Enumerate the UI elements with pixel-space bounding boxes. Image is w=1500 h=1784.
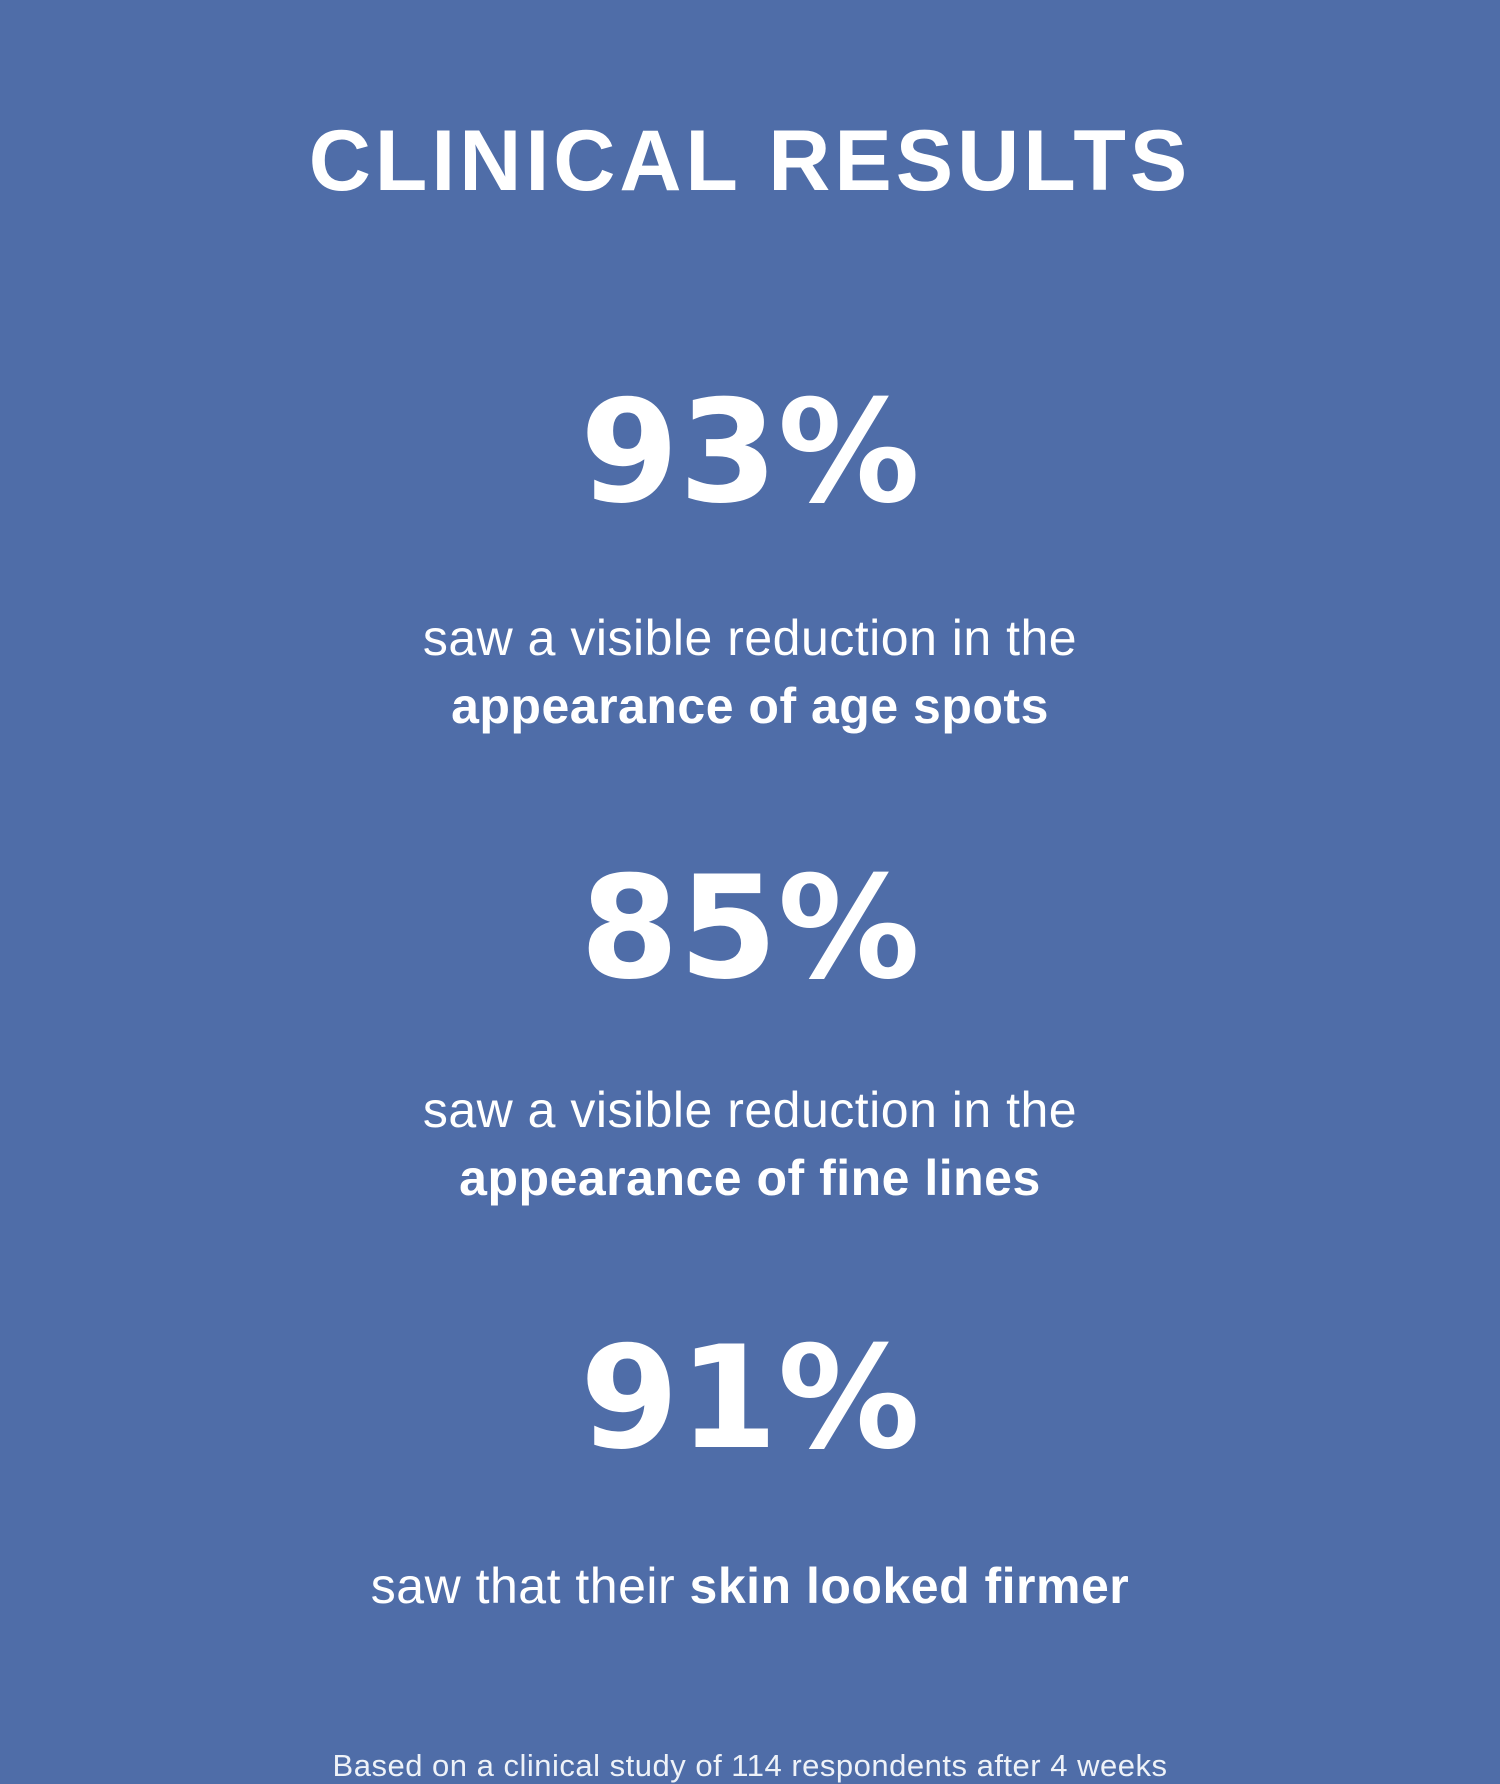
stat-value-fine-lines: 85% <box>580 845 920 1011</box>
stat-block-fine-lines: 85% saw a visible reduction in the appea… <box>423 845 1077 1212</box>
stat-desc-line2-bold: appearance of age spots <box>451 677 1049 734</box>
stat-value-age-spots: 93% <box>580 369 920 535</box>
stat-value-firmer-skin: 91% <box>580 1315 920 1481</box>
stat-desc-line1: saw a visible reduction in the <box>422 609 1078 666</box>
stat-block-firmer-skin: 91% saw that their skin looked firmer <box>371 1315 1129 1620</box>
stat-description-firmer-skin: saw that their skin looked firmer <box>371 1552 1129 1620</box>
stat-desc-line1: saw a visible reduction in the <box>422 1081 1078 1138</box>
stat-desc-line1-bold: skin looked firmer <box>689 1557 1130 1614</box>
stat-description-age-spots: saw a visible reduction in the appearanc… <box>423 604 1077 740</box>
footnote: Based on a clinical study of 114 respond… <box>332 1747 1168 1783</box>
page-title: CLINICAL RESULTS <box>308 113 1192 209</box>
stat-description-fine-lines: saw a visible reduction in the appearanc… <box>423 1076 1077 1212</box>
stat-desc-line1: saw that their <box>370 1557 690 1614</box>
clinical-results-poster: CLINICAL RESULTS 93% saw a visible reduc… <box>308 113 1192 1783</box>
stat-desc-line2-bold: appearance of fine lines <box>459 1149 1041 1206</box>
stat-block-age-spots: 93% saw a visible reduction in the appea… <box>423 369 1077 740</box>
